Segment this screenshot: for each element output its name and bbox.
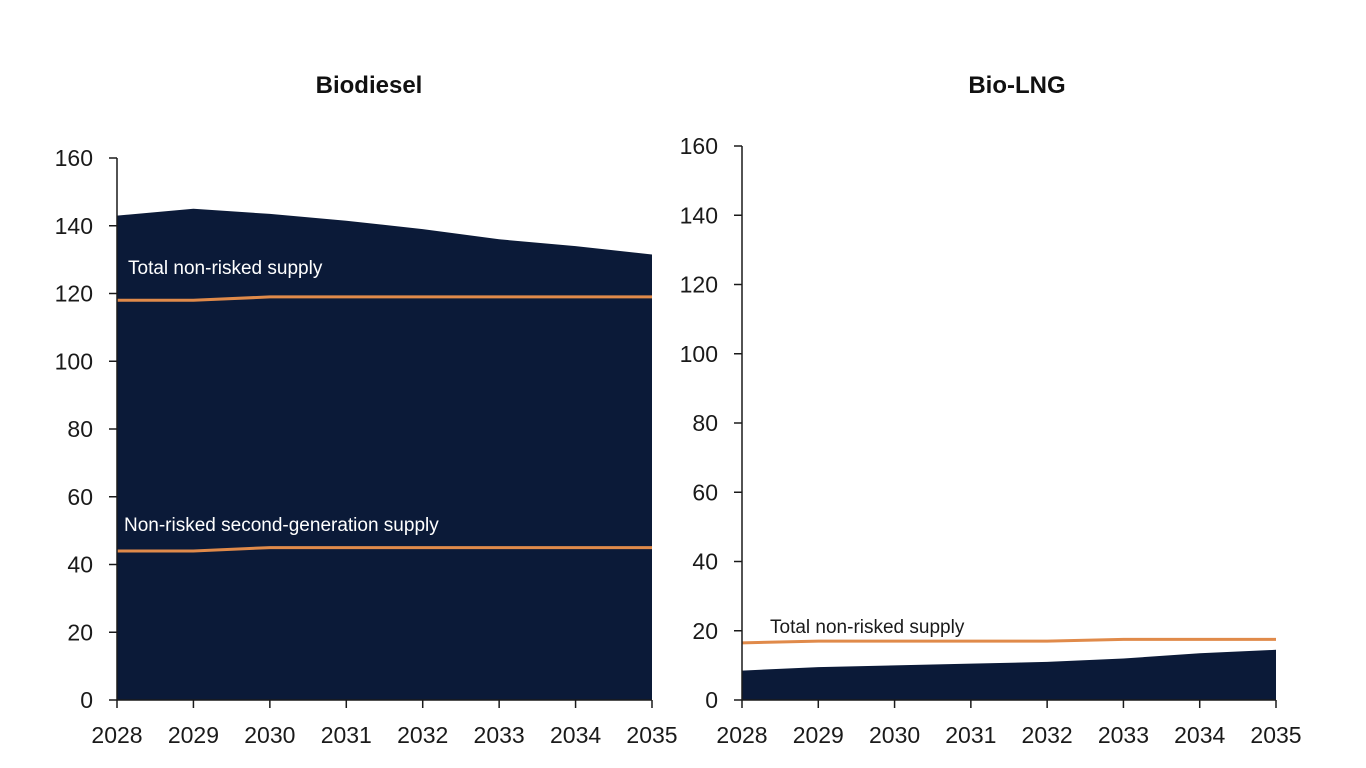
y-tick-label: 120 — [55, 281, 93, 307]
y-tick-label: 20 — [692, 618, 718, 644]
biodiesel-panel: Biodiesel Total non-risked supply Non-ri… — [55, 72, 678, 748]
line-label: Total non-risked supply — [770, 617, 965, 638]
x-tick-label: 2031 — [945, 722, 996, 748]
y-tick-label: 40 — [692, 549, 718, 575]
y-tick-label: 100 — [680, 341, 718, 367]
y-ticks: 0 20 40 60 80 100 120 140 160 — [680, 133, 742, 713]
x-tick-label: 2030 — [869, 722, 920, 748]
x-tick-label: 2028 — [716, 722, 767, 748]
x-ticks: 2028 2029 2030 2031 2032 2033 2034 2035 — [716, 700, 1302, 748]
total-non-risked-supply-line — [117, 295, 652, 302]
y-tick-label: 80 — [67, 416, 93, 442]
line-label: Non-risked second-generation supply — [124, 515, 439, 536]
x-tick-label: 2031 — [321, 722, 372, 748]
x-tick-label: 2034 — [1174, 722, 1225, 748]
y-tick-label: 140 — [55, 213, 93, 239]
y-tick-label: 60 — [692, 479, 718, 505]
x-tick-label: 2030 — [244, 722, 295, 748]
second-generation-supply-line — [117, 546, 652, 553]
y-ticks: 0 20 40 60 80 100 120 140 160 — [55, 145, 117, 713]
y-tick-label: 160 — [680, 133, 718, 159]
y-tick-label: 120 — [680, 272, 718, 298]
y-tick-label: 0 — [80, 687, 93, 713]
chart-title: Bio-LNG — [968, 72, 1065, 99]
x-tick-label: 2029 — [168, 722, 219, 748]
x-tick-label: 2033 — [474, 722, 525, 748]
y-tick-label: 20 — [67, 619, 93, 645]
x-tick-label: 2034 — [550, 722, 601, 748]
supply-area — [117, 208, 652, 701]
y-tick-label: 140 — [680, 202, 718, 228]
x-tick-label: 2035 — [1250, 722, 1301, 748]
bio-lng-panel: Bio-LNG Total non-risked supply 0 20 40 60 8… — [680, 72, 1302, 748]
chart-title: Biodiesel — [316, 72, 423, 99]
line-label: Total non-risked supply — [128, 258, 323, 279]
total-non-risked-supply-line — [741, 637, 1276, 645]
x-tick-label: 2033 — [1098, 722, 1149, 748]
x-ticks: 2028 2029 2030 2031 2032 2033 2034 2035 — [91, 700, 678, 748]
x-tick-label: 2032 — [1022, 722, 1073, 748]
y-tick-label: 160 — [55, 145, 93, 171]
y-tick-label: 0 — [705, 687, 718, 713]
x-tick-label: 2032 — [397, 722, 448, 748]
x-tick-label: 2029 — [793, 722, 844, 748]
y-tick-label: 80 — [692, 410, 718, 436]
y-tick-label: 60 — [67, 484, 93, 510]
y-tick-label: 40 — [67, 552, 93, 578]
y-tick-label: 100 — [55, 348, 93, 374]
x-tick-label: 2035 — [626, 722, 677, 748]
x-tick-label: 2028 — [91, 722, 142, 748]
supply-area — [742, 649, 1276, 700]
